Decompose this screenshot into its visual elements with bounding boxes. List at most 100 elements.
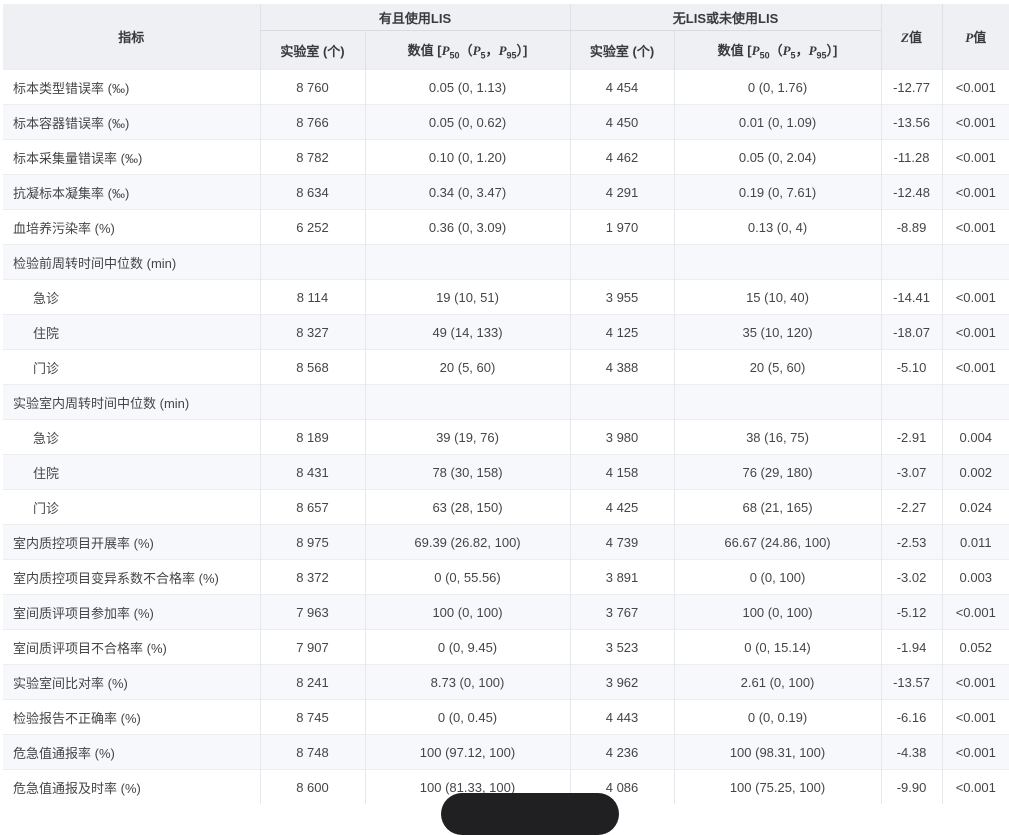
lis-value-cell: 20 (5, 60) bbox=[364, 349, 571, 385]
z-value-cell: -5.10 bbox=[880, 349, 943, 385]
nolis-value-cell: 66.67 (24.86, 100) bbox=[673, 524, 882, 560]
lis-value-cell: 100 (0, 100) bbox=[364, 594, 571, 630]
table-row: 标本采集量错误率 (‰) 8 782 0.10 (0, 1.20) 4 462 … bbox=[3, 139, 1009, 175]
nolis-lab-count-cell: 4 739 bbox=[569, 524, 675, 560]
p-value-cell: <0.001 bbox=[941, 594, 1009, 630]
indicator-cell: 血培养污染率 (%) bbox=[3, 209, 260, 245]
z-symbol: Z bbox=[901, 30, 909, 45]
p5-symbol: P bbox=[782, 42, 791, 58]
table-row: 危急值通报率 (%) 8 748 100 (97.12, 100) 4 236 … bbox=[3, 734, 1009, 770]
p-suffix: 值 bbox=[973, 30, 987, 45]
lis-lab-count-cell: 8 189 bbox=[259, 419, 365, 455]
p-value-cell: 0.011 bbox=[941, 524, 1009, 560]
p-value-cell: <0.001 bbox=[941, 734, 1009, 770]
table-row: 检验报告不正确率 (%) 8 745 0 (0, 0.45) 4 443 0 (… bbox=[3, 699, 1009, 735]
table-row: 急诊 8 114 19 (10, 51) 3 955 15 (10, 40) -… bbox=[3, 279, 1009, 315]
indicator-cell: 标本类型错误率 (‰) bbox=[3, 69, 260, 105]
p-value-cell: <0.001 bbox=[941, 349, 1009, 385]
p50-symbol: P bbox=[751, 42, 760, 58]
nolis-value-cell: 100 (0, 100) bbox=[673, 594, 882, 630]
nolis-value-cell: 0 (0, 100) bbox=[673, 559, 882, 595]
lis-lab-count-cell: 8 975 bbox=[259, 524, 365, 560]
table-body: 标本类型错误率 (‰) 8 760 0.05 (0, 1.13) 4 454 0… bbox=[3, 69, 1009, 804]
lis-value-cell: 100 (97.12, 100) bbox=[364, 734, 571, 770]
p-value-cell: 0.052 bbox=[941, 629, 1009, 665]
paren-open: （ bbox=[459, 42, 473, 58]
p-value-cell bbox=[941, 384, 1009, 420]
z-suffix: 值 bbox=[909, 30, 923, 45]
nolis-lab-count-cell: 4 388 bbox=[569, 349, 675, 385]
paren-close: ）] bbox=[826, 42, 838, 58]
indicator-cell: 危急值通报及时率 (%) bbox=[3, 769, 260, 804]
nolis-value-cell: 38 (16, 75) bbox=[673, 419, 882, 455]
lis-lab-count-cell: 8 431 bbox=[259, 454, 365, 490]
p50-symbol: P bbox=[441, 42, 450, 58]
table-row: 检验前周转时间中位数 (min) bbox=[3, 244, 1009, 280]
nolis-value-cell: 20 (5, 60) bbox=[673, 349, 882, 385]
lis-value-cell: 0 (0, 0.45) bbox=[364, 699, 571, 735]
z-value-cell: -4.38 bbox=[880, 734, 943, 770]
indicator-cell: 门诊 bbox=[3, 489, 260, 525]
table-row: 门诊 8 568 20 (5, 60) 4 388 20 (5, 60) -5.… bbox=[3, 349, 1009, 385]
indicator-cell: 标本采集量错误率 (‰) bbox=[3, 139, 260, 175]
nolis-lab-count-cell bbox=[569, 384, 675, 420]
nolis-lab-count-cell: 1 970 bbox=[569, 209, 675, 245]
lis-lab-count-cell: 8 241 bbox=[259, 664, 365, 700]
p-value-cell: <0.001 bbox=[941, 314, 1009, 350]
nolis-value-cell: 0.13 (0, 4) bbox=[673, 209, 882, 245]
table-row: 室间质评项目不合格率 (%) 7 907 0 (0, 9.45) 3 523 0… bbox=[3, 629, 1009, 665]
table-row: 住院 8 431 78 (30, 158) 4 158 76 (29, 180)… bbox=[3, 454, 1009, 490]
indicator-cell: 室内质控项目开展率 (%) bbox=[3, 524, 260, 560]
lis-value-cell: 0.10 (0, 1.20) bbox=[364, 139, 571, 175]
nolis-value-cell: 76 (29, 180) bbox=[673, 454, 882, 490]
p-value-cell: <0.001 bbox=[941, 279, 1009, 315]
nolis-lab-count-cell: 4 125 bbox=[569, 314, 675, 350]
z-value-cell: -8.89 bbox=[880, 209, 943, 245]
indicator-cell: 危急值通报率 (%) bbox=[3, 734, 260, 770]
nolis-value-cell: 0 (0, 0.19) bbox=[673, 699, 882, 735]
z-value-cell: -18.07 bbox=[880, 314, 943, 350]
nolis-lab-count-cell: 4 291 bbox=[569, 174, 675, 210]
indicator-cell: 室内质控项目变异系数不合格率 (%) bbox=[3, 559, 260, 595]
value-prefix: 数值 [ bbox=[717, 42, 752, 58]
nolis-lab-count-cell: 3 962 bbox=[569, 664, 675, 700]
table-row: 室内质控项目变异系数不合格率 (%) 8 372 0 (0, 55.56) 3 … bbox=[3, 559, 1009, 595]
p95-symbol: P bbox=[498, 42, 507, 58]
header-nolis-value: 数值 [P50（P5，P95）] bbox=[673, 30, 882, 70]
nolis-lab-count-cell: 3 767 bbox=[569, 594, 675, 630]
table-row: 室内质控项目开展率 (%) 8 975 69.39 (26.82, 100) 4… bbox=[3, 524, 1009, 560]
lis-lab-count-cell: 8 748 bbox=[259, 734, 365, 770]
header-sub-row: 实验室 (个) 数值 [P50（P5，P95）] 实验室 (个) 数值 [P50… bbox=[3, 30, 1009, 70]
z-value-cell bbox=[880, 384, 943, 420]
table-row: 住院 8 327 49 (14, 133) 4 125 35 (10, 120)… bbox=[3, 314, 1009, 350]
p-value-cell: <0.001 bbox=[941, 209, 1009, 245]
p95-symbol: P bbox=[808, 42, 817, 58]
p-value-cell: <0.001 bbox=[941, 69, 1009, 105]
p-value-cell: <0.001 bbox=[941, 174, 1009, 210]
paren-close: ）] bbox=[516, 42, 528, 58]
nolis-value-cell: 15 (10, 40) bbox=[673, 279, 882, 315]
header-p-value: P值 bbox=[941, 4, 1009, 70]
lis-lab-count-cell: 8 745 bbox=[259, 699, 365, 735]
lis-lab-count-cell: 6 252 bbox=[259, 209, 365, 245]
table-row: 急诊 8 189 39 (19, 76) 3 980 38 (16, 75) -… bbox=[3, 419, 1009, 455]
lis-lab-count-cell bbox=[259, 384, 365, 420]
table-row: 实验室间比对率 (%) 8 241 8.73 (0, 100) 3 962 2.… bbox=[3, 664, 1009, 700]
p-value-cell: <0.001 bbox=[941, 699, 1009, 735]
header-indicator: 指标 bbox=[3, 4, 260, 70]
lis-value-cell: 49 (14, 133) bbox=[364, 314, 571, 350]
p-value-cell: 0.003 bbox=[941, 559, 1009, 595]
indicator-cell: 室间质评项目参加率 (%) bbox=[3, 594, 260, 630]
header-lis-lab-count: 实验室 (个) bbox=[259, 30, 365, 70]
indicator-cell: 室间质评项目不合格率 (%) bbox=[3, 629, 260, 665]
table-row: 室间质评项目参加率 (%) 7 963 100 (0, 100) 3 767 1… bbox=[3, 594, 1009, 630]
p50-subscript: 50 bbox=[449, 50, 460, 61]
nolis-value-cell bbox=[673, 384, 882, 420]
p95-subscript: 95 bbox=[816, 50, 827, 61]
indicator-cell: 检验前周转时间中位数 (min) bbox=[3, 244, 260, 280]
lis-value-cell: 0 (0, 55.56) bbox=[364, 559, 571, 595]
p-value-cell: 0.004 bbox=[941, 419, 1009, 455]
page: { "header": { "indicator": "指标", "group_… bbox=[0, 4, 1009, 835]
indicator-cell: 住院 bbox=[3, 314, 260, 350]
z-value-cell: -13.56 bbox=[880, 104, 943, 140]
